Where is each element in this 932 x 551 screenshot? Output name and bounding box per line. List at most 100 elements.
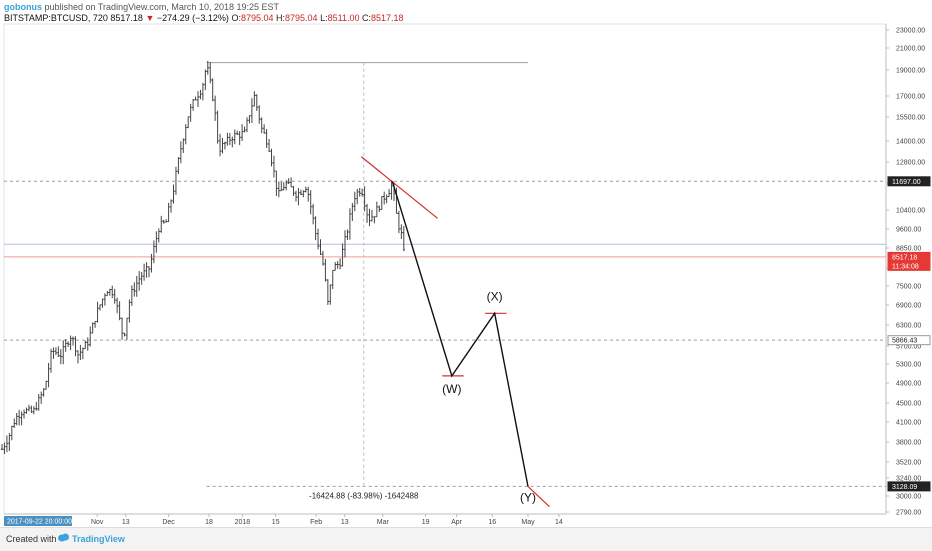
ohlc-bar <box>177 157 180 174</box>
price-label-box <box>887 335 931 346</box>
ohlc-bar <box>106 291 109 297</box>
ohlc-bar <box>66 341 70 347</box>
time-tick-label: 18 <box>205 519 213 526</box>
price-tick-label: 7500.00 <box>896 284 921 291</box>
ohlc-bar <box>302 190 305 198</box>
ohlc-bar <box>108 288 111 296</box>
ohlc-bar <box>169 199 173 213</box>
ohlc-bar <box>101 298 104 308</box>
ohlc-bar <box>346 229 349 240</box>
ohlc-bar <box>309 190 312 215</box>
ohlc-bar <box>204 69 207 91</box>
price-tick-label: 23000.00 <box>896 28 925 35</box>
ohlc-bar <box>211 78 214 102</box>
ohlc-bar <box>15 412 18 426</box>
ohlc-bar <box>179 141 183 164</box>
ohlc-bar <box>321 250 325 266</box>
ohlc-bar <box>299 189 303 196</box>
ohlc-bar <box>213 95 217 121</box>
ohlc-bar <box>13 418 16 428</box>
ohlc-bar <box>135 276 138 297</box>
ohlc-bar <box>89 326 92 347</box>
ohlc-bar <box>164 219 168 223</box>
price-tick-label: 4900.00 <box>896 381 921 388</box>
ohlc-bar <box>223 141 227 150</box>
ohlc-bar <box>218 133 222 157</box>
ohlc-bar <box>267 139 271 153</box>
ohlc-bar <box>365 203 369 223</box>
price-label-text: 8517.18 <box>892 254 917 261</box>
ohlc-bar <box>265 129 268 148</box>
plot-area <box>3 23 887 515</box>
time-tick-label: 2018 <box>235 519 251 526</box>
elliott-wave-path <box>391 181 529 487</box>
ohlc-bar <box>118 301 121 321</box>
publisher-username[interactable]: gobonus <box>4 2 42 12</box>
ohlc-bar <box>62 340 65 365</box>
ohlc-bar <box>37 393 40 411</box>
ohlc-bar <box>187 116 190 129</box>
ohlc-bar <box>245 117 249 133</box>
tradingview-brand[interactable]: TradingView <box>72 534 125 544</box>
high-label: H: <box>276 13 286 23</box>
ohlc-bar <box>304 186 307 193</box>
price-label-text: 5866.43 <box>892 338 917 345</box>
date-box <box>4 516 72 526</box>
ohlc-bar <box>206 60 209 75</box>
ohlc-bar <box>84 340 87 350</box>
ohlc-bar <box>57 346 60 357</box>
ohlc-bar <box>81 347 85 360</box>
ohlc-bar <box>331 269 334 290</box>
ohlc-bars <box>0 60 405 455</box>
price-tick-label: 21000.00 <box>896 46 925 53</box>
price-tick-label: 12800.00 <box>896 160 925 167</box>
ohlc-bar <box>133 282 136 297</box>
measure-text: -16424.88 (-83.98%) -1642488 <box>309 491 419 500</box>
ohlc-bar <box>277 181 281 198</box>
ohlc-bar <box>243 126 246 133</box>
ohlc-bar <box>76 350 80 364</box>
time-tick-label: 14 <box>555 519 563 526</box>
price-chart[interactable]: (W) (X) (Y) -16424.88 (-83.98%) -1642488 230… <box>0 0 932 527</box>
ohlc-bar <box>86 337 89 351</box>
ohlc-bar <box>182 138 185 153</box>
time-tick-label: Nov <box>91 519 104 526</box>
ohlc-bar <box>248 115 251 124</box>
publish-line: gobonus published on TradingView.com, Ma… <box>4 2 279 12</box>
ohlc-bar <box>231 136 234 148</box>
ohlc-bar <box>378 205 381 212</box>
ohlc-bar <box>32 406 36 415</box>
last-price: 8517.18 <box>110 13 143 23</box>
ohlc-bar <box>373 216 376 224</box>
ohlc-bar <box>351 202 354 221</box>
price-label-box <box>887 481 931 492</box>
ohlc-bar <box>54 347 58 356</box>
ohlc-bar <box>233 129 236 145</box>
ohlc-bar <box>287 178 290 185</box>
ohlc-bar <box>191 99 195 111</box>
price-change: −274.29 (−3.12%) <box>156 13 229 23</box>
ohlc-bar <box>115 297 119 314</box>
price-tick-label: 3800.00 <box>896 440 921 447</box>
ohlc-bar <box>292 185 295 197</box>
ohlc-bar <box>348 208 352 240</box>
price-tick-label: 9600.00 <box>896 227 921 234</box>
ohlc-bar <box>311 203 315 225</box>
ohlc-bar <box>397 210 401 234</box>
ohlc-bar <box>93 320 97 328</box>
ohlc-bar <box>184 124 187 145</box>
ohlc-bar <box>297 188 300 206</box>
wave-label-0: (W) <box>442 382 461 396</box>
ohlc-bar <box>79 344 82 361</box>
ohlc-bar <box>255 94 258 112</box>
ohlc-bar <box>47 362 50 388</box>
ohlc-bar <box>221 137 224 154</box>
ohlc-bar <box>130 285 134 306</box>
red-trendline-0 <box>361 156 438 219</box>
ohlc-bar <box>49 348 53 373</box>
ohlc-bar <box>353 191 356 212</box>
ohlc-bar <box>74 336 77 357</box>
ohlc-bar <box>272 155 276 178</box>
ohlc-bar <box>236 130 239 135</box>
ohlc-bar <box>285 180 288 191</box>
